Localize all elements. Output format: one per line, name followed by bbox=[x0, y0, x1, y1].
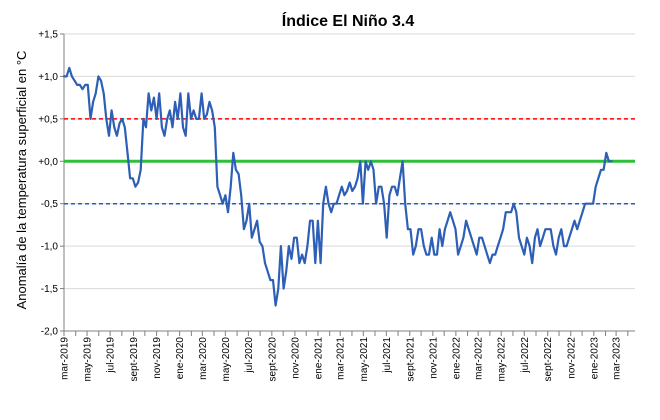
x-tick-label: sept-2021 bbox=[405, 337, 416, 382]
y-tick-label: +0,5 bbox=[38, 114, 58, 125]
chart-title: Índice El Niño 3.4 bbox=[282, 11, 415, 30]
x-tick-label: sept-2020 bbox=[267, 337, 278, 382]
y-tick-label: -2,0 bbox=[41, 327, 59, 338]
y-tick-label: -0,5 bbox=[41, 199, 59, 210]
x-tick-label: jul-2019 bbox=[106, 337, 117, 374]
data-series-line bbox=[62, 66, 613, 307]
plot-area: +1,5 +1,0 +0,5 +0,0 -0,5 -1,0 -1,5 -2,0mar-2019… bbox=[38, 30, 635, 382]
x-tick-label: jul-2022 bbox=[520, 337, 531, 374]
x-tick-label: nov-2019 bbox=[152, 337, 163, 379]
x-tick-label: nov-2021 bbox=[428, 337, 439, 379]
x-tick-label: may-2020 bbox=[221, 337, 232, 382]
y-axis-label: Anomalía de la temperatura superficial e… bbox=[14, 51, 29, 310]
x-tick-label: may-2019 bbox=[83, 337, 94, 382]
x-tick-label: nov-2020 bbox=[290, 337, 301, 379]
x-tick-label: jul-2021 bbox=[382, 337, 393, 374]
x-tick-label: mar-2022 bbox=[474, 337, 485, 380]
x-tick-label: sept-2019 bbox=[129, 337, 140, 382]
x-tick-label: mar-2023 bbox=[612, 337, 623, 380]
x-tick-label: mar-2019 bbox=[60, 337, 71, 380]
y-tick-label: -1,0 bbox=[41, 242, 59, 253]
x-tick-label: ene-2023 bbox=[589, 337, 600, 380]
x-tick-label: ene-2022 bbox=[451, 337, 462, 380]
x-tick-label: nov-2022 bbox=[566, 337, 577, 379]
y-tick-label: +1,5 bbox=[38, 30, 58, 41]
y-tick-label: +0,0 bbox=[38, 157, 58, 168]
x-tick-label: mar-2020 bbox=[198, 337, 209, 380]
y-tick-label: -1,5 bbox=[41, 284, 59, 295]
x-tick-label: jul-2020 bbox=[244, 337, 255, 374]
x-tick-label: sept-2022 bbox=[543, 337, 554, 382]
x-tick-label: mar-2021 bbox=[336, 337, 347, 380]
y-tick-label: +1,0 bbox=[38, 72, 58, 83]
x-tick-label: ene-2020 bbox=[175, 337, 186, 380]
x-tick-label: may-2022 bbox=[497, 337, 508, 382]
x-tick-label: ene-2021 bbox=[313, 337, 324, 380]
x-tick-label: may-2021 bbox=[359, 337, 370, 382]
